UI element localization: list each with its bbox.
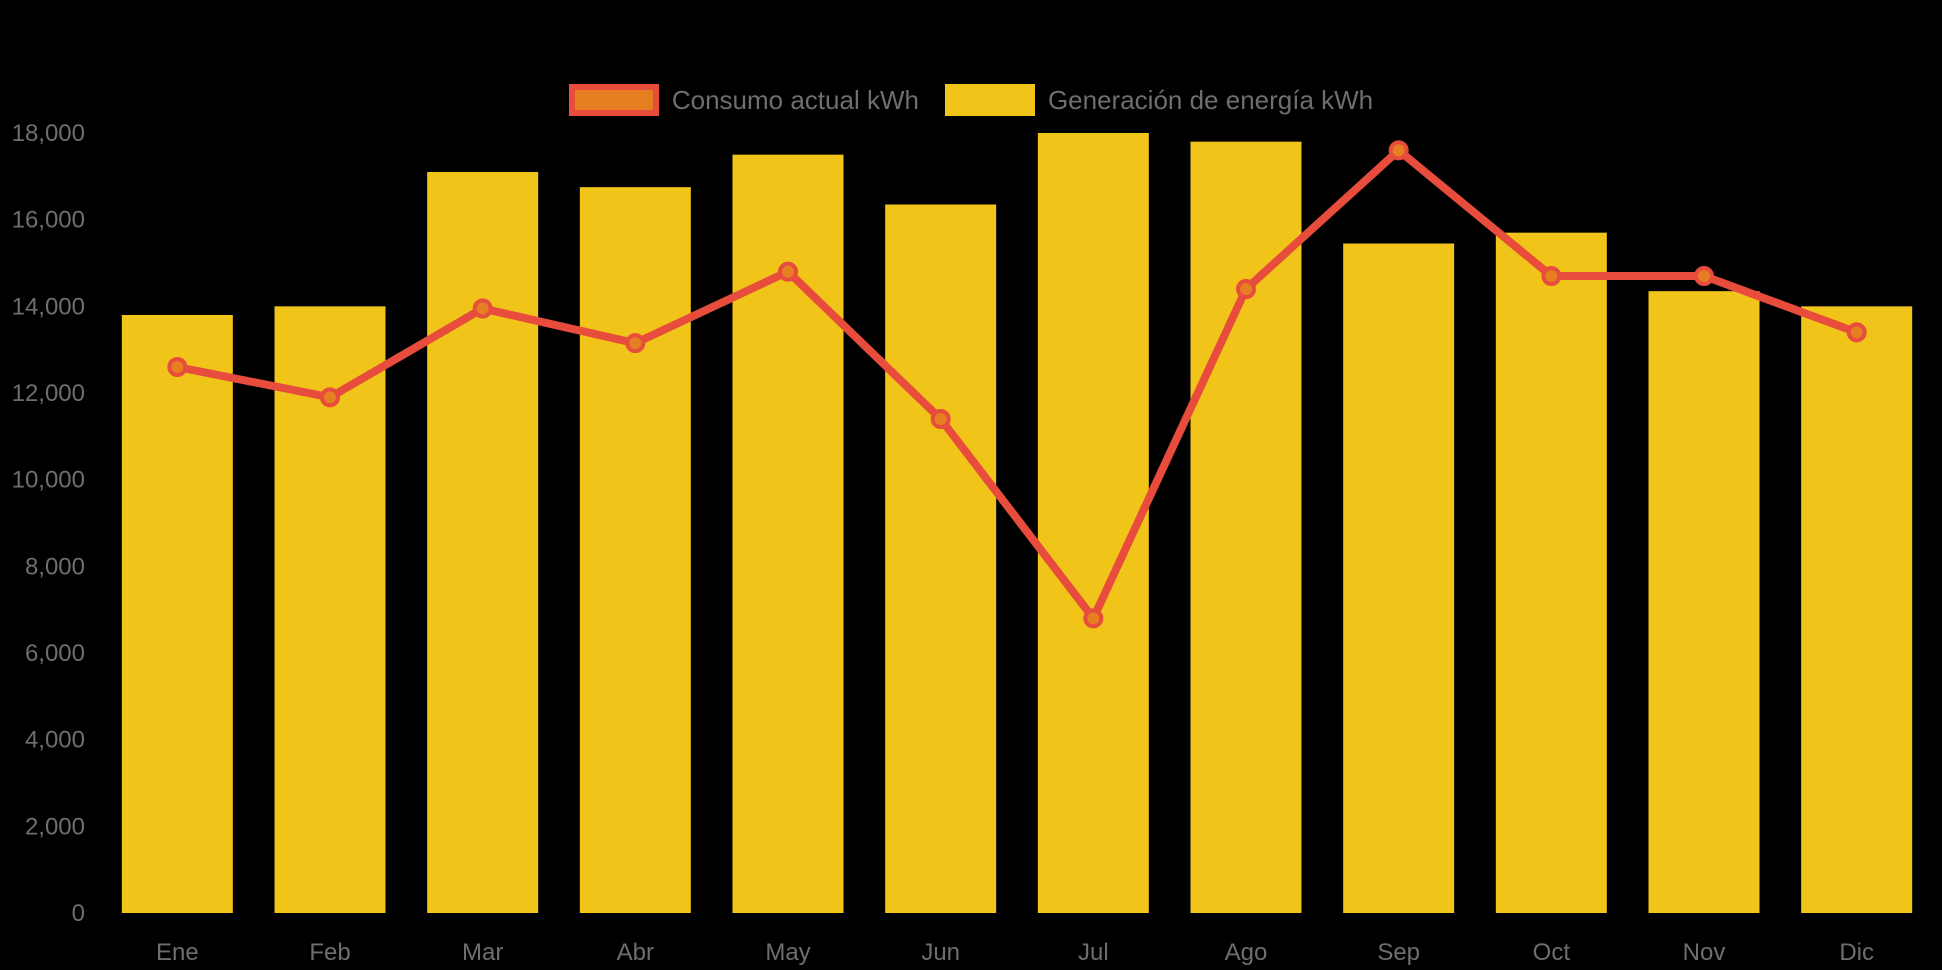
y-axis-tick-label: 6,000 — [25, 640, 85, 667]
bar-abr — [579, 187, 691, 913]
legend-swatch-generacion — [944, 84, 1035, 116]
x-axis-label-ene: Ene — [156, 939, 199, 966]
legend-item-generacion[interactable]: Generación de energía kWh — [944, 84, 1374, 116]
bar-mar — [427, 172, 539, 913]
y-axis-tick-label: 16,000 — [12, 207, 85, 234]
line-point-abr — [625, 333, 646, 354]
x-axis-label-jun: Jun — [921, 939, 960, 966]
line-point-ene — [167, 357, 188, 377]
y-axis-tick-label: 10,000 — [12, 467, 85, 494]
line-point-feb — [320, 387, 340, 408]
y-axis-tick-label: 12,000 — [12, 380, 85, 407]
legend-label-generacion: Generación de energía kWh — [1047, 84, 1374, 115]
line-point-ago — [1236, 279, 1256, 299]
legend-label-consumo: Consumo actual kWh — [671, 84, 919, 115]
y-axis-tick-label: 0 — [72, 900, 85, 927]
y-axis-tick-label: 18,000 — [12, 120, 85, 147]
x-axis-label-ago: Ago — [1225, 939, 1268, 966]
line-point-dic — [1846, 322, 1867, 343]
line-point-sep — [1388, 140, 1409, 161]
chart-legend: Consumo actual kWh Generación de energía… — [0, 84, 1942, 116]
x-axis-label-feb: Feb — [309, 939, 350, 966]
y-axis-tick-label: 14,000 — [12, 293, 85, 320]
x-axis-label-nov: Nov — [1683, 939, 1726, 966]
x-axis-label-may: May — [765, 939, 810, 966]
x-axis-label-sep: Sep — [1377, 939, 1420, 966]
line-point-jul — [1083, 608, 1104, 629]
y-axis-tick-label: 8,000 — [25, 553, 85, 580]
bar-dic — [1801, 306, 1913, 913]
x-axis-label-dic: Dic — [1839, 939, 1874, 966]
y-axis-tick-label: 4,000 — [25, 727, 85, 754]
x-axis-label-jul: Jul — [1078, 939, 1109, 966]
bar-oct — [1495, 232, 1607, 913]
y-axis-tick-label: 2,000 — [25, 813, 85, 840]
legend-swatch-consumo — [568, 84, 659, 116]
x-axis-label-oct: Oct — [1533, 939, 1571, 966]
bar-ago — [1190, 141, 1302, 913]
x-axis-label-abr: Abr — [617, 939, 654, 966]
line-point-may — [778, 261, 798, 282]
bar-ene — [121, 315, 233, 913]
consumo-line — [173, 146, 1861, 623]
x-axis-label-mar: Mar — [462, 939, 503, 966]
bar-sep — [1343, 243, 1455, 913]
bar-nov — [1648, 291, 1760, 914]
line-point-jun — [930, 409, 951, 429]
legend-item-consumo[interactable]: Consumo actual kWh — [568, 84, 919, 116]
bar-jun — [885, 204, 997, 913]
line-point-nov — [1694, 266, 1714, 286]
bar-jul — [1037, 133, 1149, 913]
line-point-mar — [472, 298, 493, 319]
line-point-oct — [1541, 266, 1562, 286]
bar-feb — [274, 306, 386, 913]
